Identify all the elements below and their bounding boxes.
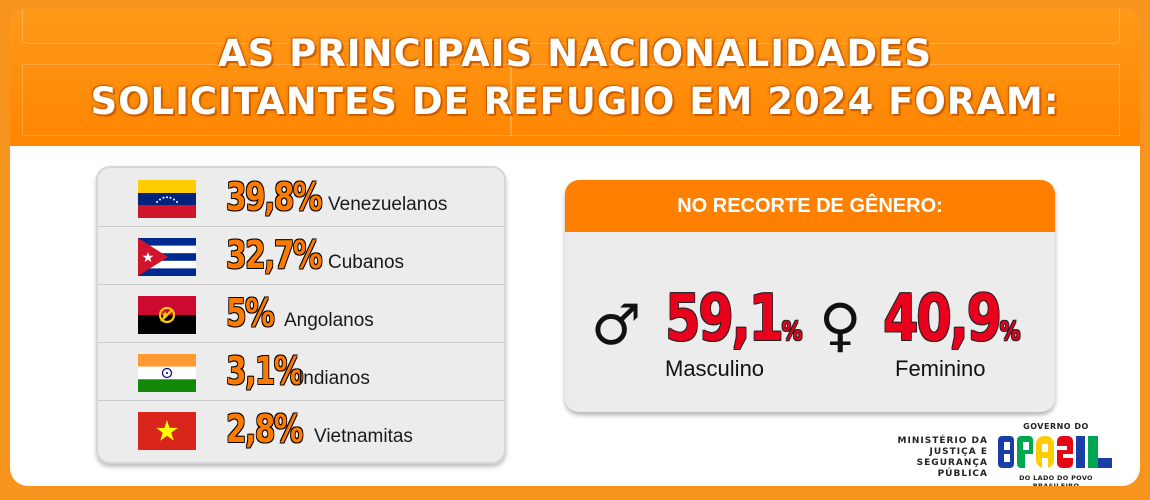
percent-value: 32,7% <box>226 233 323 277</box>
percent-value: 5% <box>226 291 275 335</box>
nationality-label: Venezuelanos <box>328 194 448 215</box>
cuba-flag-icon <box>138 238 196 276</box>
title-line-2: SOLICITANTES DE REFUGIO EM 2024 FORAM: <box>90 80 1060 123</box>
angola-flag-icon <box>138 296 196 334</box>
nationality-label: Cubanos <box>328 252 405 273</box>
male-percent: 59,1% <box>665 282 803 356</box>
percent-value: 2,8% <box>226 407 304 451</box>
brasil-wordmark-icon <box>998 436 1112 468</box>
female-symbol-icon: ♀ <box>819 291 862 359</box>
title-line-1: AS PRINCIPAIS NACIONALIDADES <box>218 32 932 75</box>
list-item: 2,8% Vietnamitas <box>98 400 504 458</box>
nationalities-list: 39,8% Venezuelanos 32,7% Cubanos <box>96 166 506 464</box>
page-title: AS PRINCIPAIS NACIONALIDADES SOLICITANTE… <box>10 30 1140 126</box>
list-item: 3,1% Indianos <box>98 342 504 401</box>
government-logo: GOVERNO DO DO LADO DO POVO BRASILEIRO <box>996 422 1116 486</box>
percent-value: 3,1% <box>226 349 304 393</box>
nationality-label: Vietnamitas <box>314 426 413 447</box>
male-symbol-icon: ♂ <box>591 293 642 358</box>
percent-value: 39,8% <box>226 175 323 219</box>
nationality-label: Indianos <box>298 368 370 389</box>
title-banner: AS PRINCIPAIS NACIONALIDADES SOLICITANTE… <box>10 8 1140 146</box>
venezuela-flag-icon <box>138 180 196 218</box>
vietnam-flag-icon <box>138 412 196 450</box>
infographic-card: AS PRINCIPAIS NACIONALIDADES SOLICITANTE… <box>10 8 1140 486</box>
nationality-label: Angolanos <box>284 310 374 331</box>
list-item: 5% Angolanos <box>98 284 504 343</box>
gender-breakdown-box: NO RECORTE DE GÊNERO: ♂ 59,1% Masculino … <box>565 180 1055 412</box>
male-label: Masculino <box>665 356 765 381</box>
gender-header: NO RECORTE DE GÊNERO: <box>565 180 1055 232</box>
india-flag-icon <box>138 354 196 392</box>
list-item: 32,7% Cubanos <box>98 226 504 285</box>
female-label: Feminino <box>895 356 986 381</box>
list-item: 39,8% Venezuelanos <box>98 168 504 227</box>
female-percent: 40,9% <box>883 282 1021 356</box>
ministry-logo: MINISTÉRIO DA JUSTIÇA E SEGURANÇA PÚBLIC… <box>897 436 988 479</box>
